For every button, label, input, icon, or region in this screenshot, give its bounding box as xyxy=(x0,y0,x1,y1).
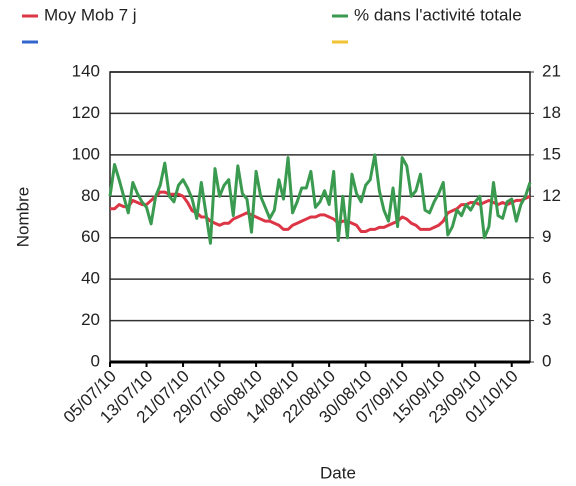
y2-tick-label: 0 xyxy=(542,351,551,370)
y-tick-label: 0 xyxy=(91,351,100,370)
legend-label: Moy Mob 7 j xyxy=(44,5,137,24)
y2-tick-label: 9 xyxy=(542,227,551,246)
series-line xyxy=(110,190,531,233)
x-axis-label: Date xyxy=(320,463,356,482)
y-tick-label: 140 xyxy=(72,61,100,80)
legend-label: % dans l'activité totale xyxy=(354,5,522,24)
plot-frame xyxy=(109,71,531,363)
y-tick-label: 40 xyxy=(81,269,100,288)
series-line xyxy=(108,153,532,245)
y-tick-label: 20 xyxy=(81,310,100,329)
y2-tick-label: 12 xyxy=(542,186,561,205)
y2-tick-label: 6 xyxy=(542,269,551,288)
y2-tick-label: 15 xyxy=(542,144,561,163)
y-axis-label: Nombre xyxy=(13,187,32,247)
y2-tick-label: 21 xyxy=(542,61,561,80)
y-tick-label: 60 xyxy=(81,227,100,246)
y-tick-label: 100 xyxy=(72,144,100,163)
y2-tick-label: 3 xyxy=(542,310,551,329)
y-tick-label: 80 xyxy=(81,186,100,205)
y-tick-label: 120 xyxy=(72,103,100,122)
y2-tick-label: 18 xyxy=(542,103,561,122)
